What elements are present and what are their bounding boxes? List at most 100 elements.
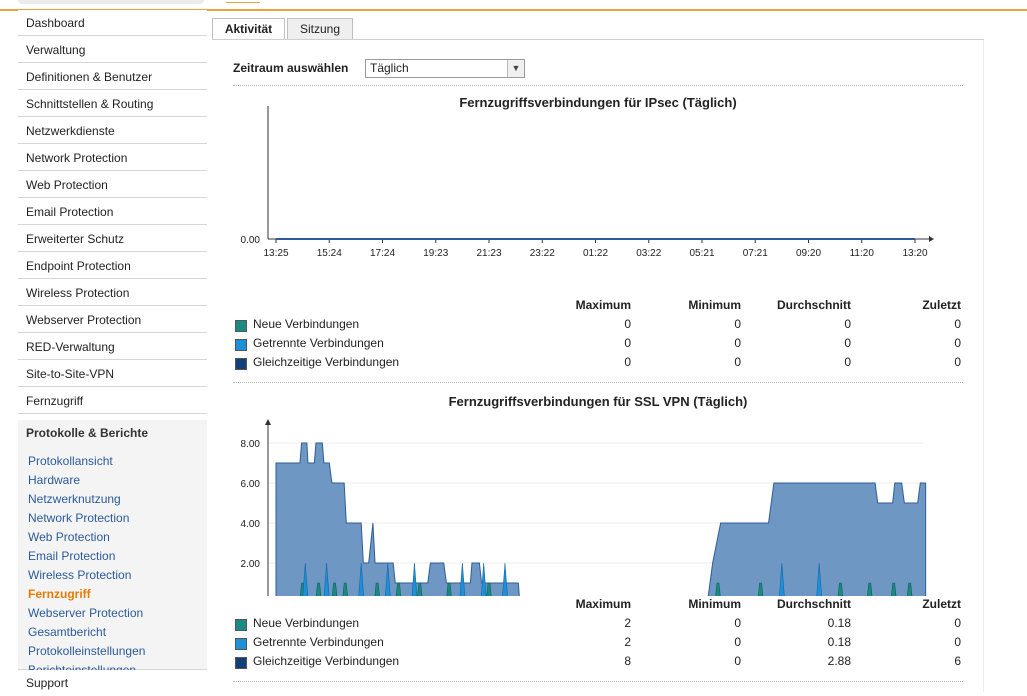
spike-new: [486, 582, 492, 596]
x-tick-label: 23:22: [530, 248, 555, 259]
sidebar-subitem[interactable]: Protokollansicht: [28, 454, 113, 468]
sidebar-item[interactable]: Endpoint Protection: [18, 253, 207, 279]
nav-group-title[interactable]: Protokolle & Berichte: [18, 420, 207, 446]
y-tick-label: 8.00: [241, 439, 261, 450]
sidebar-item[interactable]: Web Protection: [18, 172, 207, 198]
separator: [233, 382, 963, 383]
stats-value: 0: [954, 336, 961, 350]
spike-new: [342, 582, 348, 596]
x-tick-label: 09:20: [796, 248, 821, 259]
tab-divider: [212, 39, 984, 40]
stats-value: 0: [734, 336, 741, 350]
sidebar-item[interactable]: Verwaltung: [18, 37, 207, 63]
x-tick-label: 11:20: [850, 248, 875, 259]
sidebar-subitem[interactable]: Wireless Protection: [28, 568, 132, 582]
spike-disconnected: [816, 562, 822, 596]
nav-item-support[interactable]: Support: [18, 670, 207, 696]
legend-label: Neue Verbindungen: [253, 616, 360, 630]
stats-header-max: Maximum: [575, 298, 631, 312]
sidebar-item[interactable]: Dashboard: [18, 10, 207, 36]
stats-value: 0: [624, 317, 631, 331]
spike-disconnected: [502, 562, 508, 596]
y-tick-label: 0.00: [241, 235, 261, 246]
sidebar-subitem[interactable]: Gesamtbericht: [28, 625, 107, 639]
legend-label: Getrennte Verbindungen: [253, 635, 384, 649]
chevron-down-icon[interactable]: ▼: [507, 60, 524, 77]
legend-label: Gleichzeitige Verbindungen: [253, 654, 400, 668]
x-tick-label: 07:21: [743, 248, 768, 259]
sidebar-item[interactable]: Email Protection: [18, 199, 207, 225]
stats-row: Neue Verbindungen 0 0 0 0: [235, 317, 965, 336]
search-box[interactable]: [18, 0, 204, 4]
x-axis-arrow: [929, 236, 934, 242]
spike-disconnected: [459, 562, 466, 596]
chart-title-ipsec: Fernzugriffsverbindungen für IPsec (Tägl…: [459, 95, 737, 110]
spike-disconnected: [385, 562, 391, 596]
sidebar-subitem[interactable]: Netzwerknutzung: [28, 492, 121, 506]
ipsec-chart: 0.001.0013:2515:2417:2419:2321:2323:2201…: [241, 106, 934, 259]
stats-value: 0: [734, 635, 741, 649]
spike-new: [891, 582, 897, 596]
breadcrumb: [226, 0, 260, 3]
y-tick-label: 4.00: [241, 519, 261, 530]
x-tick-label: 13:25: [263, 248, 288, 259]
x-tick-label: 01:22: [583, 248, 608, 259]
stats-value: 0: [954, 355, 961, 369]
stats-value: 0.18: [827, 635, 851, 649]
sidebar-subitem[interactable]: Email Protection: [28, 549, 116, 563]
y-tick-label: 6.00: [241, 479, 261, 490]
tab-activity[interactable]: Aktivität: [212, 18, 285, 40]
sidebar-item[interactable]: RED-Verwaltung: [18, 334, 207, 360]
sidebar-item[interactable]: Definitionen & Benutzer: [18, 64, 207, 90]
spike-new: [374, 582, 380, 596]
spike-disconnected: [411, 562, 418, 596]
activity-panel: Zeitraum auswählen Täglich ▼ Fernzugriff…: [213, 40, 984, 692]
sidebar-item[interactable]: Wireless Protection: [18, 280, 207, 306]
stats-value: 0: [954, 616, 961, 630]
sidebar-item[interactable]: Fernzugriff: [18, 388, 207, 414]
sidebar-item[interactable]: Network Protection: [18, 145, 207, 171]
sub-nav: Protokollansicht Hardware Netzwerknutzung N…: [18, 446, 207, 677]
x-tick-label: 17:24: [370, 248, 395, 259]
sidebar-subitem[interactable]: Web Protection: [28, 530, 110, 544]
stats-row: Neue Verbindungen 2 0 0.18 0: [235, 616, 965, 635]
stats-row: Gleichzeitige Verbindungen 0 0 0 0: [235, 355, 965, 374]
stats-value: 0: [734, 654, 741, 668]
sidebar-item[interactable]: Site-to-Site-VPN: [18, 361, 207, 387]
spike-new: [395, 582, 402, 596]
legend-swatch: [235, 358, 247, 370]
sidebar-item[interactable]: Webserver Protection: [18, 307, 207, 333]
sidebar-item[interactable]: Netzwerkdienste: [18, 118, 207, 144]
tab-session[interactable]: Sitzung: [287, 18, 353, 39]
sidebar-subitem[interactable]: Webserver Protection: [28, 606, 144, 620]
stats-row: Getrennte Verbindungen 2 0 0.18 0: [235, 635, 965, 654]
stats-value: 0: [734, 616, 741, 630]
stats-row: Getrennte Verbindungen 0 0 0 0: [235, 336, 965, 355]
series-area-concurrent: [275, 442, 927, 596]
x-tick-label: 03:22: [636, 248, 661, 259]
stats-header-last: Zuletzt: [922, 298, 961, 312]
spike-new: [867, 582, 873, 596]
period-select[interactable]: Täglich ▼: [365, 59, 525, 78]
spike-new: [907, 582, 913, 596]
x-tick-label: 15:24: [317, 248, 342, 259]
sidebar: Fernzugriff Site-to-Site-VPN RED-Verwaltun…: [18, 10, 207, 696]
stats-value: 0: [844, 355, 851, 369]
spike-new: [837, 582, 844, 596]
sidebar-subitem[interactable]: Hardware: [28, 473, 81, 487]
sidebar-subitem[interactable]: Fernzugriff: [28, 587, 91, 601]
spike-disconnected: [323, 562, 330, 596]
spike-disconnected: [302, 562, 309, 596]
sidebar-subitem[interactable]: Network Protection: [28, 511, 130, 525]
x-tick-label: 21:23: [476, 248, 501, 259]
y-axis-arrow: [265, 419, 271, 425]
sidebar-item[interactable]: Erweiterter Schutz: [18, 226, 207, 252]
stats-header-avg: Durchschnitt: [776, 597, 851, 611]
stats-header-max: Maximum: [575, 597, 631, 611]
spike-new: [715, 582, 721, 596]
stats-value: 0.18: [827, 616, 851, 630]
sidebar-item[interactable]: Schnittstellen & Routing: [18, 91, 207, 117]
stats-value: 2: [624, 635, 631, 649]
sidebar-subitem[interactable]: Protokolleinstellungen: [28, 644, 146, 658]
spike-new: [417, 582, 423, 596]
